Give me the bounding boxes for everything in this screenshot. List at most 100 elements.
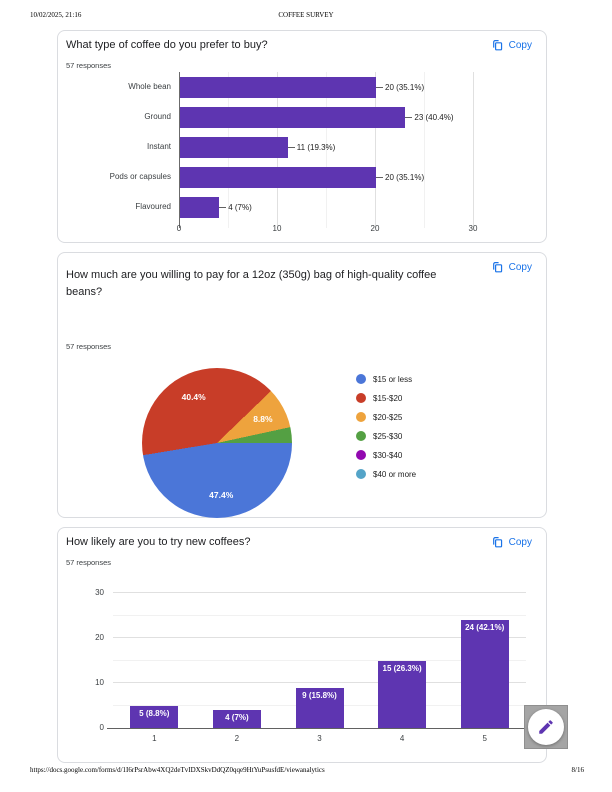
legend-item: $20-$25 bbox=[356, 412, 416, 422]
question-title: How much are you willing to pay for a 12… bbox=[66, 269, 437, 298]
gridline bbox=[113, 659, 526, 661]
axis-tick-label: 0 bbox=[176, 224, 182, 233]
bar-chart-likelihood: 0 10 20 30 5 (8.8%) 1 4 (7%) 2 9 (15.8%) 3 15 (26.… bbox=[58, 528, 546, 762]
bar bbox=[180, 196, 220, 218]
gridline bbox=[113, 614, 526, 616]
gridline bbox=[473, 72, 474, 228]
chart-legend: $15 or less $15-$20 $20-$25 $25-$30 $30-$40 $… bbox=[356, 374, 416, 488]
legend-item: $15 or less bbox=[356, 374, 416, 384]
bar bbox=[130, 705, 179, 728]
copy-icon bbox=[492, 40, 502, 51]
bar-value-label: 11 (19.3%) bbox=[287, 132, 336, 162]
gridline bbox=[424, 72, 425, 228]
print-doc-title: COFFEE SURVEY bbox=[278, 11, 334, 19]
bar-value-text: 20 (35.1%) bbox=[385, 82, 425, 92]
pie-chart-price: 47.4% 40.4% 8.8% $15 or less $15-$20 $20-$25 $… bbox=[58, 253, 546, 518]
copy-icon bbox=[492, 262, 502, 273]
legend-color-dot bbox=[356, 431, 366, 441]
legend-label: $15-$20 bbox=[373, 393, 403, 403]
bar-value-text: 11 (19.3%) bbox=[296, 142, 336, 152]
question-title: How likely are you to try new coffees? bbox=[66, 536, 251, 548]
pie-slice-label: 47.4% bbox=[209, 489, 234, 500]
bar bbox=[180, 76, 376, 98]
legend-label: $30-$40 bbox=[373, 450, 403, 460]
question-card-new-coffees: Copy How likely are you to try new coffe… bbox=[57, 527, 547, 763]
pie-slice-label: 40.4% bbox=[181, 391, 206, 402]
category-label: Pods or capsules bbox=[109, 172, 171, 181]
copy-button[interactable]: Copy bbox=[487, 37, 536, 54]
category-label: Flavoured bbox=[135, 202, 171, 211]
bar bbox=[378, 660, 427, 728]
print-datetime: 10/02/2025, 21:16 bbox=[30, 11, 82, 19]
axis-tick-label: 20 bbox=[370, 224, 380, 233]
axis-tick-label: 30 bbox=[95, 588, 104, 597]
legend-color-dot bbox=[356, 393, 366, 403]
copy-button-label: Copy bbox=[508, 262, 532, 273]
bar-value-label: 15 (26.3%) bbox=[382, 663, 422, 673]
category-label: Ground bbox=[144, 112, 171, 121]
response-count: 57 responses bbox=[66, 60, 112, 70]
bar-value-label: 24 (42.1%) bbox=[465, 623, 505, 632]
value-callout-line bbox=[405, 116, 413, 118]
legend-item: $15-$20 bbox=[356, 393, 416, 403]
copy-button-label: Copy bbox=[508, 40, 532, 51]
copy-icon bbox=[492, 537, 502, 548]
bar bbox=[180, 166, 376, 188]
pie-chart bbox=[142, 368, 292, 518]
axis-tick-label: 4 bbox=[399, 734, 405, 743]
bar-value-label: 5 (8.8%) bbox=[139, 708, 170, 718]
axis-tick-label: 3 bbox=[317, 734, 322, 743]
bar bbox=[295, 687, 344, 728]
legend-item: $40 or more bbox=[356, 469, 416, 479]
axis-tick-label: 20 bbox=[95, 633, 104, 642]
gridline bbox=[113, 637, 526, 638]
axis-tick-label: 2 bbox=[234, 734, 240, 743]
copy-button[interactable]: Copy bbox=[487, 534, 536, 551]
x-axis-line bbox=[107, 728, 530, 729]
category-label: Instant bbox=[146, 142, 171, 151]
bar bbox=[212, 710, 261, 728]
bar-value-text: 23 (40.4%) bbox=[414, 112, 454, 122]
print-url: https://docs.google.com/forms/d/1I6rPsrA… bbox=[30, 766, 325, 774]
edit-form-button-circle bbox=[528, 709, 564, 745]
legend-item: $30-$40 bbox=[356, 450, 416, 460]
legend-color-dot bbox=[356, 469, 366, 479]
pencil-icon bbox=[539, 720, 553, 734]
bar-chart-coffee-type: Whole bean 20 (35.1%) Ground 23 (40.4%) Inst… bbox=[58, 31, 546, 242]
edit-form-button[interactable] bbox=[524, 705, 568, 749]
copy-button-label: Copy bbox=[508, 537, 532, 548]
axis-tick-label: 5 bbox=[482, 734, 487, 743]
legend-label: $25-$30 bbox=[373, 431, 403, 441]
bar-value-label: 20 (35.1%) bbox=[376, 162, 424, 192]
gridline bbox=[375, 72, 376, 228]
value-callout-line bbox=[376, 176, 383, 178]
bar-value-label: 20 (35.1%) bbox=[376, 72, 424, 102]
y-axis-line bbox=[179, 72, 180, 228]
legend-item: $25-$30 bbox=[356, 431, 416, 441]
print-page-number: 8/16 bbox=[571, 766, 584, 774]
bar-value-label: 9 (15.8%) bbox=[302, 690, 337, 700]
bar bbox=[180, 136, 288, 158]
axis-tick-label: 0 bbox=[99, 723, 104, 732]
value-callout-line bbox=[219, 206, 227, 208]
pie-slice-label: 8.8% bbox=[253, 413, 273, 424]
bar bbox=[460, 620, 509, 728]
copy-button[interactable]: Copy bbox=[487, 259, 536, 276]
axis-tick-label: 10 bbox=[272, 224, 282, 233]
legend-color-dot bbox=[356, 374, 366, 384]
legend-label: $20-$25 bbox=[373, 412, 403, 422]
value-callout-line bbox=[287, 146, 295, 148]
axis-tick-label: 10 bbox=[95, 678, 104, 687]
question-card-coffee-type: Copy What type of coffee do you prefer t… bbox=[57, 30, 547, 243]
question-card-price: Copy How much are you willing to pay for… bbox=[57, 252, 547, 518]
legend-color-dot bbox=[356, 450, 366, 460]
axis-tick-label: 1 bbox=[152, 734, 157, 743]
bar-value-text: 20 (35.1%) bbox=[385, 172, 425, 182]
bar-value-label: 4 (7%) bbox=[219, 192, 252, 222]
print-header: 10/02/2025, 21:16 COFFEE SURVEY bbox=[0, 11, 612, 19]
legend-label: $40 or more bbox=[373, 469, 417, 479]
bar bbox=[180, 106, 406, 128]
legend-label: $15 or less bbox=[373, 374, 413, 384]
gridline bbox=[113, 592, 526, 593]
gridline bbox=[326, 72, 327, 228]
